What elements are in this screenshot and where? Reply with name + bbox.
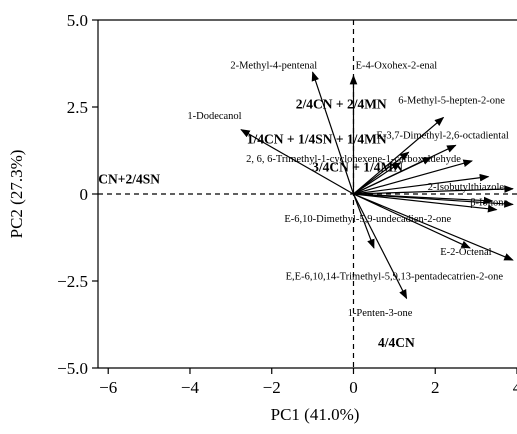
loading-label: 2-Methyl-4-pentenal [230,61,317,72]
loading-arrow [352,193,408,300]
x-tick-label: −4 [181,378,200,397]
x-tick-label: 2 [431,378,440,397]
loading-arrow [311,71,355,195]
sample-label: 4/4CN [378,335,415,350]
loading-arrow [353,173,490,195]
x-tick-label: −6 [99,378,117,397]
loading-label: β-Ionone [470,197,508,208]
loading-arrow [353,193,514,208]
loading-arrow [353,151,410,195]
x-axis-label: PC1 (41.0%) [271,405,360,424]
loading-arrow [353,193,498,213]
y-axis: −5.0 −2.5 0 2.5 5.0 [57,11,98,378]
loading-label: E-6,10-Dimethyl-5,9-undecadien-2-one [284,214,451,225]
x-axis: −6 −4 −2 0 2 4 [99,368,517,397]
loading-label: E-4-Oxohex-2-enal [356,61,438,72]
sample-label: 1/4CN + 1/4SN + 1/4MN [247,132,387,147]
loading-label: E,E-6,10,14-Trimethyl-5,9,13-pentadecatr… [286,271,504,282]
y-tick-label: 0 [80,185,89,204]
sample-label: 3/4CN + 1/4MN [312,159,403,174]
loading-label: 2, 6, 6-Trimethyl-1-cyclohexene-1-carbox… [246,154,461,165]
y-axis-label: PC2 (27.3%) [7,150,26,239]
sample-label: 2/4CN + 2/4MN [296,97,387,112]
loading-label: 1-Dodecanol [187,111,241,122]
x-tick-label: 0 [349,378,358,397]
y-tick-label: 5.0 [67,11,88,30]
loading-arrow [352,193,375,249]
loading-arrow [353,185,514,195]
loading-arrow [353,193,514,261]
y-tick-label: 2.5 [67,98,88,117]
x-tick-label: 4 [513,378,517,397]
loading-label: 1-Penten-3-one [348,308,413,319]
loading-arrow [240,129,354,195]
sample-label: 2/4CN+2/4SN [81,172,160,187]
loading-label: E-3,7-Dimethyl-2,6-octadiental [376,130,508,141]
loading-arrow [353,162,402,195]
y-tick-label: −5.0 [57,359,88,378]
x-tick-label: −2 [263,378,281,397]
y-tick-label: −2.5 [57,272,88,291]
loading-arrow [353,193,471,249]
loading-label: E-2-Octenal [440,247,491,258]
loading-label: 6-Methyl-5-hepten-2-one [398,96,505,107]
loading-label: 2-Isobutylthiazole [428,182,505,193]
loading-arrow [353,159,473,195]
loading-arrow [353,116,445,195]
loading-arrows [240,71,514,300]
sample-labels: 2/4CN + 2/4MN 1/4CN + 1/4SN + 1/4MN 3/4CN … [81,97,415,350]
loading-labels: 2-Methyl-4-pentenal E-4-Oxohex-2-enal 1-Do… [187,61,508,319]
loading-arrow [353,156,433,195]
reference-lines [98,20,517,368]
